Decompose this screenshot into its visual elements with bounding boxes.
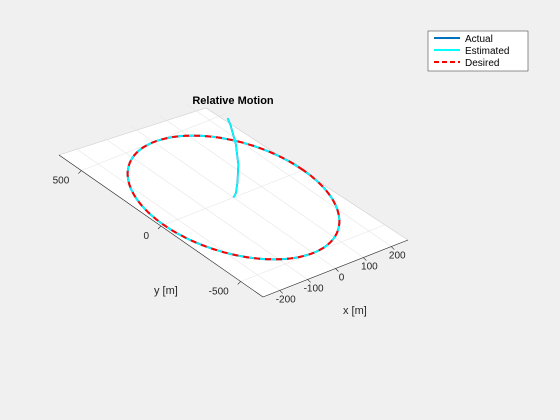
- legend-label-estimated: Estimated: [465, 46, 509, 57]
- y-tick-mark: [78, 170, 82, 174]
- y-tick-mark: [237, 281, 241, 285]
- series-layer: [126, 117, 341, 261]
- legend: Actual Estimated Desired: [427, 30, 529, 72]
- y-tick-mark: [157, 225, 162, 230]
- x-ticks: -200 -100 0 100 200: [276, 246, 406, 305]
- y-axis-label: y [m]: [154, 285, 178, 297]
- legend-label-desired: Desired: [465, 58, 499, 69]
- x-tick-mark: [307, 279, 311, 283]
- y-tick-label: 0: [143, 231, 149, 242]
- x-tick-mark: [363, 257, 367, 261]
- x-tick-label: 200: [389, 251, 406, 262]
- series-line-desired: [126, 134, 341, 261]
- x-tick-mark: [391, 246, 395, 250]
- x-tick-mark: [279, 290, 283, 294]
- y-tick-label: -500: [209, 286, 229, 297]
- y-ticks: -500 0 500: [53, 170, 241, 297]
- x-tick-label: 100: [361, 262, 378, 273]
- chart-title: Relative Motion: [192, 95, 274, 107]
- x-axis-label: x [m]: [343, 305, 367, 317]
- series-approach-estimated: [227, 117, 240, 198]
- x-tick-mark: [335, 268, 339, 272]
- y-tick-label: 500: [53, 176, 70, 187]
- x-tick-label: 0: [339, 273, 345, 284]
- x-tick-label: -200: [276, 294, 296, 305]
- x-tick-label: -100: [304, 283, 324, 294]
- legend-label-actual: Actual: [465, 34, 493, 45]
